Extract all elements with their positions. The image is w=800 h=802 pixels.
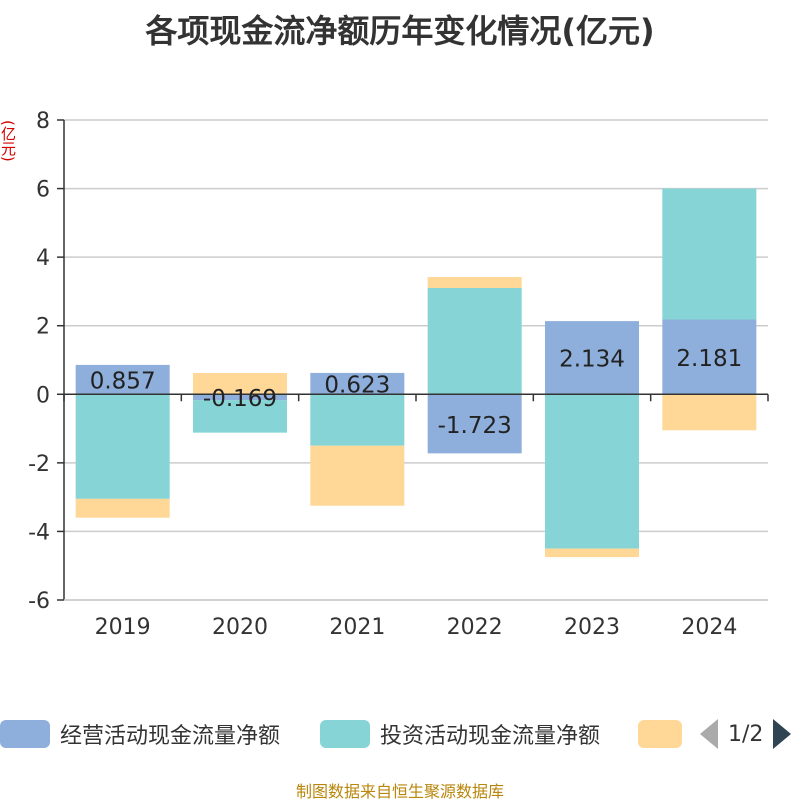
x-tick-label: 2024 xyxy=(681,615,737,640)
y-tick-label: 8 xyxy=(36,109,50,134)
y-tick-label: 4 xyxy=(36,246,50,271)
legend-item-investing[interactable]: 投资活动现金流量净额 xyxy=(320,716,600,752)
x-tick-label: 2023 xyxy=(564,615,620,640)
bar-operating-2019 xyxy=(75,364,170,395)
legend-item-operating[interactable]: 经营活动现金流量净额 xyxy=(0,716,280,752)
data-label-operating-2023: 2.134 xyxy=(559,347,625,373)
legend-next-icon[interactable] xyxy=(773,719,792,749)
legend-swatch-investing xyxy=(320,720,370,748)
bar-financing-2020 xyxy=(193,373,287,395)
legend-pager: 1/2 xyxy=(700,716,792,752)
bar-investing-2021 xyxy=(310,394,405,446)
bar-investing-2020 xyxy=(193,400,287,433)
bar-financing-2024 xyxy=(662,394,757,431)
bar-financing-2022 xyxy=(427,277,522,288)
legend-swatch-operating xyxy=(0,720,50,748)
y-axis-unit: (亿元) xyxy=(0,120,17,162)
bar-operating-2020 xyxy=(193,394,287,401)
x-tick-label: 2020 xyxy=(212,615,268,640)
x-tick-label: 2019 xyxy=(95,615,151,640)
x-tick-label: 2021 xyxy=(329,615,385,640)
bar-investing-2019 xyxy=(75,394,170,499)
bars xyxy=(75,188,757,558)
y-tick-label: 0 xyxy=(36,383,50,408)
legend-page-indicator: 1/2 xyxy=(728,721,764,747)
bar-operating-2022 xyxy=(427,394,522,454)
data-label-operating-2022: -1.723 xyxy=(438,413,512,439)
bar-operating-2021 xyxy=(310,372,405,395)
legend-prev-icon[interactable] xyxy=(700,719,718,749)
y-tick-label: -4 xyxy=(28,520,50,545)
data-label-operating-2020: -0.169 xyxy=(203,386,277,412)
legend-label-investing: 投资活动现金流量净额 xyxy=(380,724,601,749)
x-tick-label: 2022 xyxy=(447,615,503,640)
bar-operating-2024 xyxy=(662,319,757,395)
data-source-note: 制图数据来自恒生聚源数据库 xyxy=(295,782,504,801)
bar-financing-2021 xyxy=(310,445,405,506)
data-label-operating-2024: 2.181 xyxy=(676,346,742,372)
axes: -6 -4 -2 0 2 4 6 8 2019 2020 2021 2022 2023 2024 xyxy=(28,109,769,640)
bar-operating-2023 xyxy=(545,321,639,395)
legend: 经营活动现金流量净额 投资活动现金流量净额 1/2 xyxy=(0,716,800,756)
bar-investing-2024 xyxy=(662,188,757,320)
bar-investing-2023 xyxy=(545,394,639,549)
chart-title: 各项现金流净额历年变化情况(亿元) xyxy=(145,12,655,50)
y-tick-label: -2 xyxy=(28,452,50,477)
legend-label-operating: 经营活动现金流量净额 xyxy=(60,724,281,749)
y-tick-label: 2 xyxy=(36,315,50,340)
legend-swatch-financing xyxy=(638,720,682,748)
data-label-operating-2021: 0.623 xyxy=(324,373,390,399)
data-labels: 0.857 -0.169 0.623 -1.723 2.134 2.181 xyxy=(90,346,743,439)
bar-financing-2023 xyxy=(545,548,639,558)
data-label-operating-2019: 0.857 xyxy=(90,369,156,395)
bar-chart: -6 -4 -2 0 2 4 6 8 2019 2020 2021 2022 2023 2024 0.85… xyxy=(28,109,769,640)
bar-investing-2022 xyxy=(427,288,522,395)
legend-item-financing[interactable] xyxy=(638,716,682,752)
y-tick-label: 6 xyxy=(36,178,50,203)
y-tick-label: -6 xyxy=(28,589,50,614)
bar-financing-2019 xyxy=(75,498,170,518)
